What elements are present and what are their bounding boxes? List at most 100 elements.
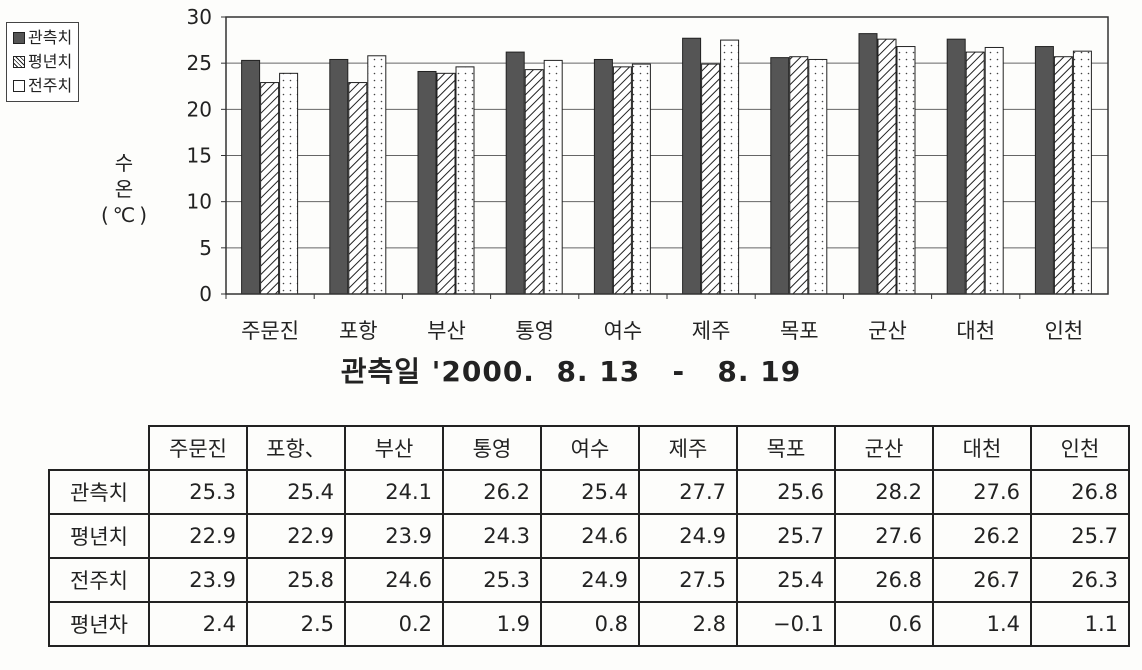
table-header-row: 주문진 포항、 부산 통영 여수 제주 목포 군산 대천 인천	[49, 425, 1130, 471]
bar-observed	[1034, 46, 1054, 295]
bar-observed	[417, 70, 437, 295]
y-axis-label-line-3: (℃)	[100, 203, 152, 227]
table-cell: 27.6	[932, 469, 1032, 515]
observation-period-title: 관측일 '2000. 8. 13 - 8. 19	[0, 350, 1142, 390]
table-row-header: 평년치	[48, 513, 150, 559]
table-cell: 22.9	[148, 513, 248, 559]
table-cell: 24.6	[540, 513, 640, 559]
table-row: 평년차 2.4 2.5 0.2 1.9 0.8 2.8 −0.1 0.6 1.4 1.1	[48, 601, 1130, 647]
x-tick-label: 목포	[780, 319, 819, 343]
bar-previous-week	[455, 66, 475, 295]
table-cell: 25.4	[246, 469, 346, 515]
table-cell: 26.3	[1030, 557, 1130, 603]
bar-previous-week	[896, 46, 916, 295]
data-table: 주문진 포항、 부산 통영 여수 제주 목포 군산 대천 인천 관측치 25.3 25.4 24.1 26…	[48, 425, 1130, 647]
x-tick-label: 부산	[427, 319, 466, 343]
y-axis-label: 수 온 (℃)	[100, 150, 152, 228]
table-cell: 23.9	[148, 557, 248, 603]
table-cell: 24.9	[540, 557, 640, 603]
y-tick-label: 20	[187, 97, 212, 121]
bar-observed	[682, 37, 702, 295]
table-cell: 23.9	[344, 513, 444, 559]
table-cell: 25.7	[736, 513, 836, 559]
legend-label-previous-week: 전주치	[28, 76, 73, 95]
table-column-header: 대천	[932, 425, 1032, 471]
y-tick-label: 25	[187, 51, 212, 75]
table-cell: 24.1	[344, 469, 444, 515]
bar-observed	[241, 59, 261, 295]
table-cell: 24.6	[344, 557, 444, 603]
table-column-header: 주문진	[148, 425, 248, 471]
bar-normal	[701, 63, 721, 295]
observation-period-text: 관측일 '2000. 8. 13 - 8. 19	[340, 355, 802, 388]
table-cell: 25.4	[736, 557, 836, 603]
table-column-header: 부산	[344, 425, 444, 471]
x-axis: 주문진 포항 부산 통영 여수 제주 목포 군산 대천 인천	[225, 294, 1084, 343]
bar-observed	[770, 57, 790, 295]
bar-normal	[965, 51, 985, 295]
table-cell: 24.3	[442, 513, 542, 559]
x-tick-label: 여수	[604, 319, 643, 343]
legend-label-normal: 평년치	[28, 52, 73, 71]
table-cell: 0.2	[344, 601, 444, 647]
table-cell: 25.7	[1030, 513, 1130, 559]
bar-normal	[1053, 56, 1073, 295]
table-cell: 25.3	[148, 469, 248, 515]
table-cell: 25.8	[246, 557, 346, 603]
table-row-header: 평년차	[48, 601, 150, 647]
x-tick-label: 통영	[515, 319, 554, 343]
legend-label-observed: 관측치	[28, 28, 73, 47]
legend: 관측치 평년치 전주치	[6, 22, 80, 102]
table-column-header: 여수	[540, 425, 640, 471]
plot-area-frame	[225, 16, 1109, 295]
table-cell: 1.4	[932, 601, 1032, 647]
table-column-header: 포항、	[246, 425, 346, 471]
bar-normal	[524, 69, 544, 295]
bar-observed	[505, 51, 525, 295]
table-row: 평년치 22.9 22.9 23.9 24.3 24.6 24.9 25.7 27.6 26.2 2…	[48, 513, 1130, 559]
table-column-header: 인천	[1030, 425, 1130, 471]
table-row: 관측치 25.3 25.4 24.1 26.2 25.4 27.7 25.6 28.2 27.6 2…	[48, 469, 1130, 515]
x-tick-label: 군산	[868, 319, 907, 343]
y-tick-label: 15	[187, 144, 212, 168]
x-tick-label: 인천	[1045, 319, 1084, 343]
table-corner-cell	[49, 426, 150, 471]
table-cell: 27.5	[638, 557, 738, 603]
table-cell: 2.8	[638, 601, 738, 647]
table-row-header: 전주치	[48, 557, 150, 603]
table-cell: 26.2	[932, 513, 1032, 559]
legend-item-previous-week: 전주치	[13, 74, 72, 98]
table-cell: 22.9	[246, 513, 346, 559]
table-cell: 27.6	[834, 513, 934, 559]
legend-swatch-previous-week	[13, 80, 25, 92]
table-cell: 24.9	[638, 513, 738, 559]
bar-previous-week	[808, 58, 828, 295]
table-cell: 25.6	[736, 469, 836, 515]
bar-previous-week	[631, 63, 651, 295]
bar-previous-week	[367, 55, 387, 295]
table-cell: 26.2	[442, 469, 542, 515]
bar-normal	[612, 66, 632, 295]
y-tick-label: 30	[187, 5, 212, 29]
table-cell: 2.5	[246, 601, 346, 647]
bar-previous-week	[1072, 50, 1092, 295]
bar-observed	[329, 58, 349, 295]
y-tick-label: 5	[199, 236, 212, 260]
bar-chart: 0 5 10 15 20 25 30 주문진 포항 부산 통영 여수 제주 목포 군산 대천 인천	[187, 5, 1109, 343]
table-cell: 27.7	[638, 469, 738, 515]
table-cell: 1.1	[1030, 601, 1130, 647]
table-cell: 28.2	[834, 469, 934, 515]
x-tick-label: 주문진	[241, 319, 299, 343]
y-tick-label: 10	[187, 190, 212, 214]
bar-normal	[260, 82, 280, 295]
legend-swatch-observed	[13, 32, 25, 44]
bar-normal	[436, 72, 456, 295]
x-tick-label: 제주	[692, 319, 731, 343]
bar-normal	[348, 82, 368, 295]
y-tick-label: 0	[199, 282, 212, 306]
table-cell: 25.3	[442, 557, 542, 603]
y-axis: 0 5 10 15 20 25 30	[187, 5, 226, 306]
table-cell: 0.8	[540, 601, 640, 647]
table-column-header: 통영	[442, 425, 542, 471]
table-cell: 26.8	[834, 557, 934, 603]
